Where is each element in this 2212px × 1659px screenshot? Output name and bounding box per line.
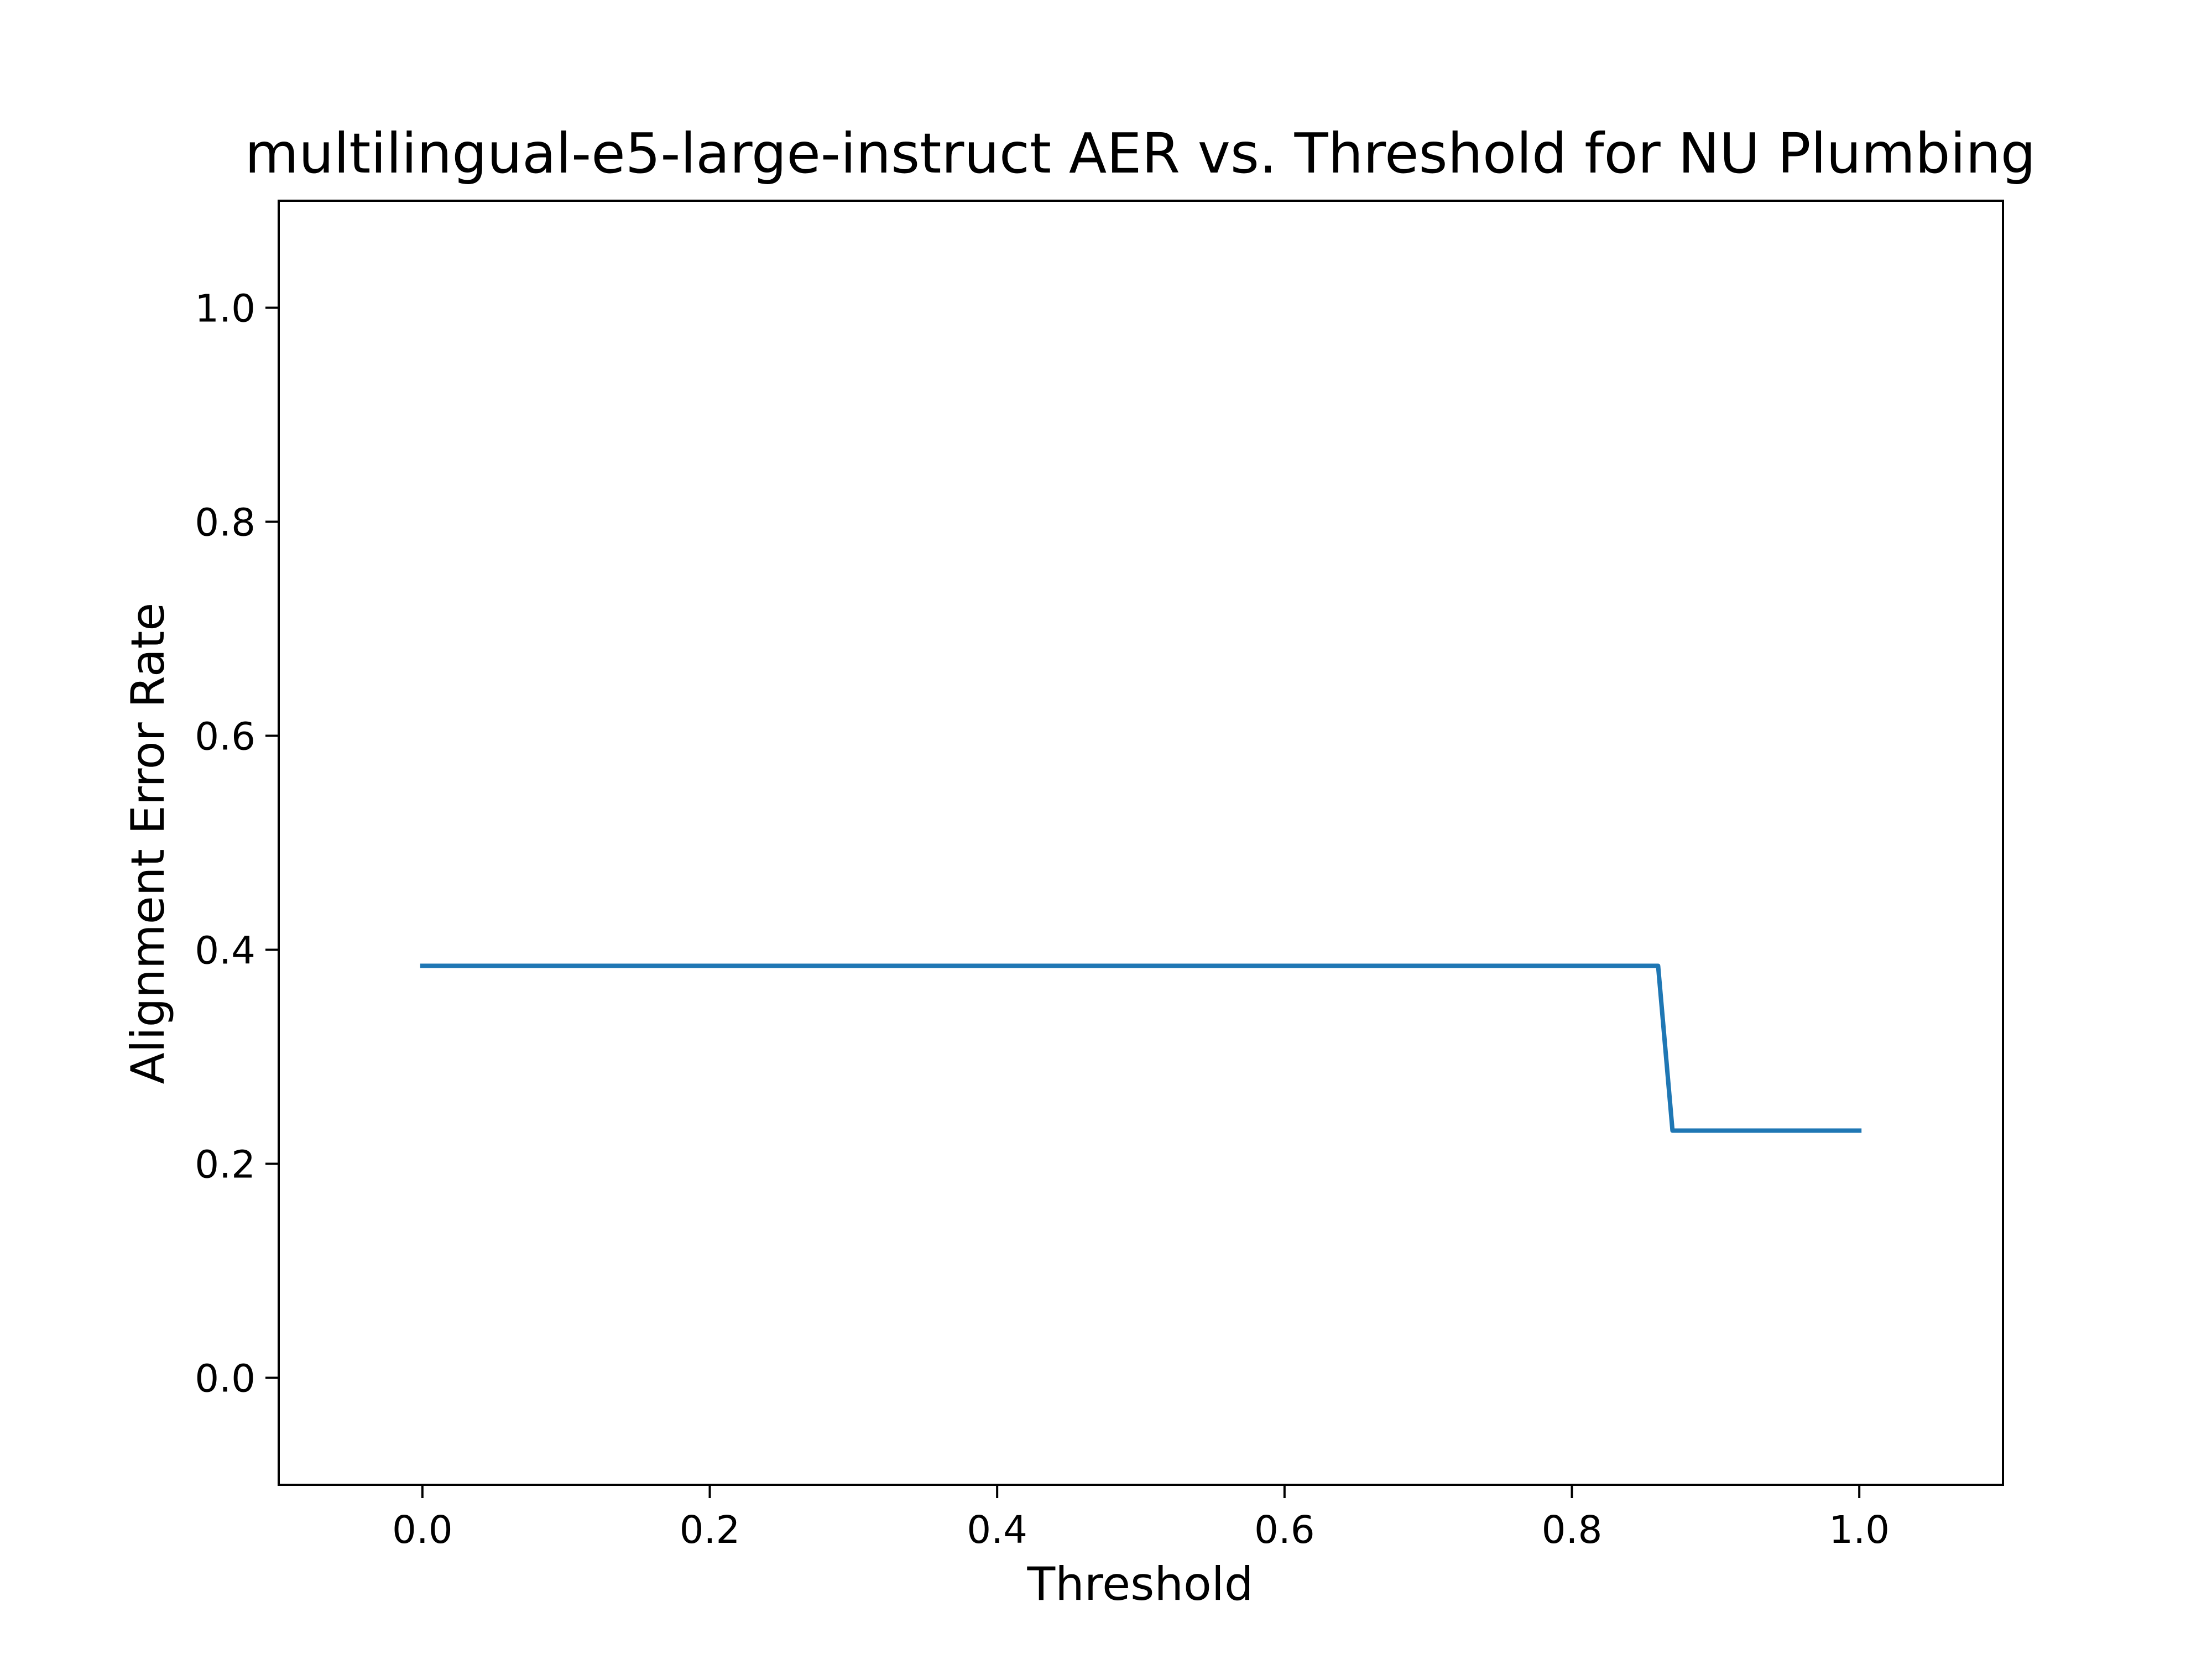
x-tick-label: 0.0 — [392, 1508, 453, 1552]
series-line-0 — [420, 963, 1862, 1133]
y-tick-label: 0.2 — [195, 1143, 255, 1187]
y-tick-label: 0.4 — [195, 929, 255, 973]
axes-frame — [278, 200, 2004, 1486]
x-tick-label: 0.8 — [1542, 1508, 1603, 1552]
x-tick-label: 0.2 — [680, 1508, 740, 1552]
y-axis: 0.0 0.2 0.4 0.6 0.8 1.0 — [195, 287, 279, 1401]
x-tick-label: 0.4 — [967, 1508, 1027, 1552]
chart-title: multilingual-e5-large-instruct AER vs. T… — [245, 121, 2036, 186]
y-tick-label: 0.0 — [195, 1357, 255, 1401]
plot-area — [420, 963, 1862, 1133]
y-tick-label: 1.0 — [195, 287, 255, 331]
y-axis-label: Alignment Error Rate — [121, 603, 175, 1084]
x-tick-label: 0.6 — [1254, 1508, 1315, 1552]
y-tick-label: 0.8 — [195, 501, 255, 545]
x-axis: 0.0 0.2 0.4 0.6 0.8 1.0 — [392, 1485, 1890, 1552]
x-tick-label: 1.0 — [1829, 1508, 1890, 1552]
y-tick-label: 0.6 — [195, 715, 255, 759]
x-axis-label: Threshold — [1026, 1557, 1253, 1611]
